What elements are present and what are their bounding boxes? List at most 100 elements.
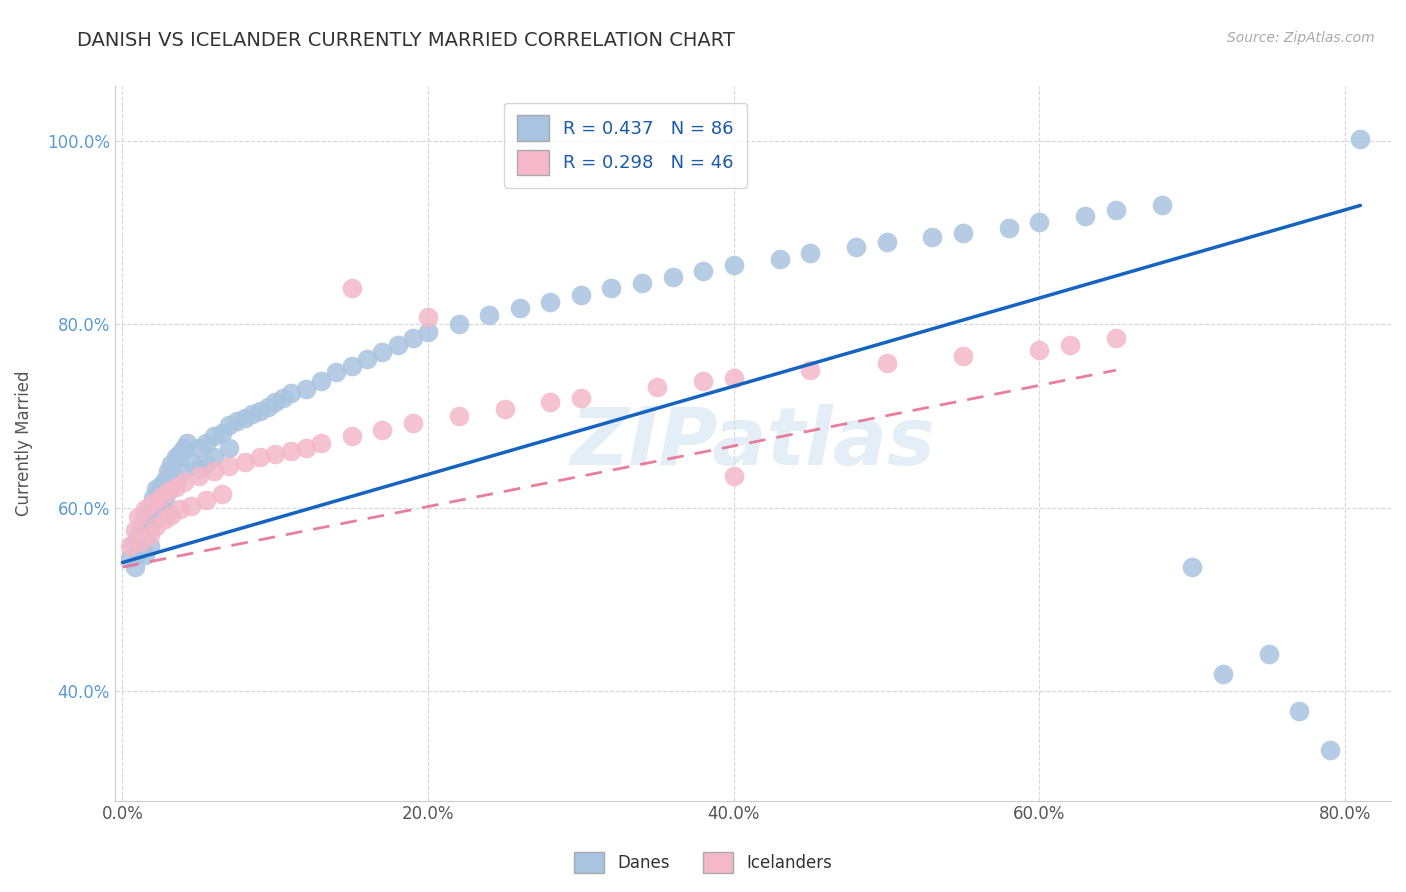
Point <box>799 246 821 260</box>
Point <box>309 436 332 450</box>
Point <box>600 281 623 295</box>
Point <box>118 551 141 566</box>
Point <box>187 462 209 476</box>
Text: ZIPatlas: ZIPatlas <box>571 404 935 483</box>
Point <box>173 464 195 478</box>
Point <box>340 359 363 373</box>
Point <box>139 500 162 515</box>
Point <box>187 441 209 455</box>
Point <box>1105 202 1128 217</box>
Legend: Danes, Icelanders: Danes, Icelanders <box>567 846 839 880</box>
Point <box>176 436 198 450</box>
Point <box>145 502 167 516</box>
Point <box>723 370 745 384</box>
Point <box>173 441 195 455</box>
Point <box>195 436 218 450</box>
Point <box>180 499 202 513</box>
Point <box>723 468 745 483</box>
Point <box>134 548 156 562</box>
Point <box>218 459 240 474</box>
Point <box>211 425 233 440</box>
Point <box>271 391 294 405</box>
Point <box>169 445 191 459</box>
Point <box>127 528 149 542</box>
Point <box>202 464 225 478</box>
Point <box>233 410 256 425</box>
Legend: R = 0.437   N = 86, R = 0.298   N = 46: R = 0.437 N = 86, R = 0.298 N = 46 <box>503 103 747 188</box>
Point <box>165 471 187 485</box>
Point <box>295 441 318 455</box>
Point <box>233 455 256 469</box>
Point <box>1181 560 1204 574</box>
Point <box>134 530 156 544</box>
Point <box>218 418 240 433</box>
Y-axis label: Currently Married: Currently Married <box>15 371 32 516</box>
Point <box>402 417 425 431</box>
Point <box>952 226 974 240</box>
Point <box>264 448 287 462</box>
Point <box>118 539 141 553</box>
Point <box>139 521 162 535</box>
Point <box>876 235 898 249</box>
Point <box>134 509 156 524</box>
Point <box>249 404 271 418</box>
Point <box>149 499 172 513</box>
Point <box>280 386 302 401</box>
Point <box>416 325 439 339</box>
Point <box>631 277 654 291</box>
Point <box>952 350 974 364</box>
Point <box>165 480 187 494</box>
Point <box>134 502 156 516</box>
Point <box>145 519 167 533</box>
Point <box>218 441 240 455</box>
Point <box>157 484 180 499</box>
Point <box>280 443 302 458</box>
Point <box>1319 743 1341 757</box>
Point <box>149 490 172 504</box>
Point <box>340 281 363 295</box>
Point <box>1150 198 1173 212</box>
Point <box>538 395 561 409</box>
Point <box>129 535 152 549</box>
Point <box>447 318 470 332</box>
Point <box>494 401 516 416</box>
Point <box>149 477 172 491</box>
Point <box>371 423 394 437</box>
Point <box>180 455 202 469</box>
Point <box>1212 667 1234 681</box>
Point <box>142 511 165 525</box>
Point <box>226 414 249 428</box>
Point <box>1028 343 1050 357</box>
Point <box>165 450 187 465</box>
Point <box>325 365 347 379</box>
Point <box>153 493 176 508</box>
Point <box>124 560 146 574</box>
Point <box>264 395 287 409</box>
Point <box>447 409 470 423</box>
Point <box>569 391 592 405</box>
Point <box>169 502 191 516</box>
Point <box>173 475 195 489</box>
Point <box>1059 337 1081 351</box>
Point <box>202 429 225 443</box>
Point <box>356 352 378 367</box>
Point <box>127 546 149 560</box>
Point <box>509 301 531 315</box>
Point <box>153 473 176 487</box>
Point <box>416 310 439 325</box>
Point <box>661 269 683 284</box>
Point <box>538 294 561 309</box>
Point <box>127 509 149 524</box>
Point <box>1105 331 1128 345</box>
Point <box>240 407 263 421</box>
Text: Source: ZipAtlas.com: Source: ZipAtlas.com <box>1227 31 1375 45</box>
Point <box>129 519 152 533</box>
Point <box>157 484 180 499</box>
Point <box>160 508 183 522</box>
Point <box>876 356 898 370</box>
Point <box>122 537 145 551</box>
Point <box>160 477 183 491</box>
Point <box>145 483 167 497</box>
Point <box>387 337 409 351</box>
Point <box>139 528 162 542</box>
